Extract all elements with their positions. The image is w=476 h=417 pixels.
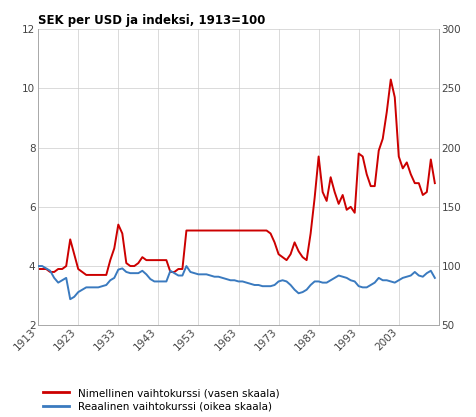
Legend: Nimellinen vaihtokurssi (vasen skaala), Reaalinen vaihtokurssi (oikea skaala): Nimellinen vaihtokurssi (vasen skaala), … bbox=[43, 388, 279, 412]
Text: SEK per USD ja indeksi, 1913=100: SEK per USD ja indeksi, 1913=100 bbox=[38, 14, 265, 27]
